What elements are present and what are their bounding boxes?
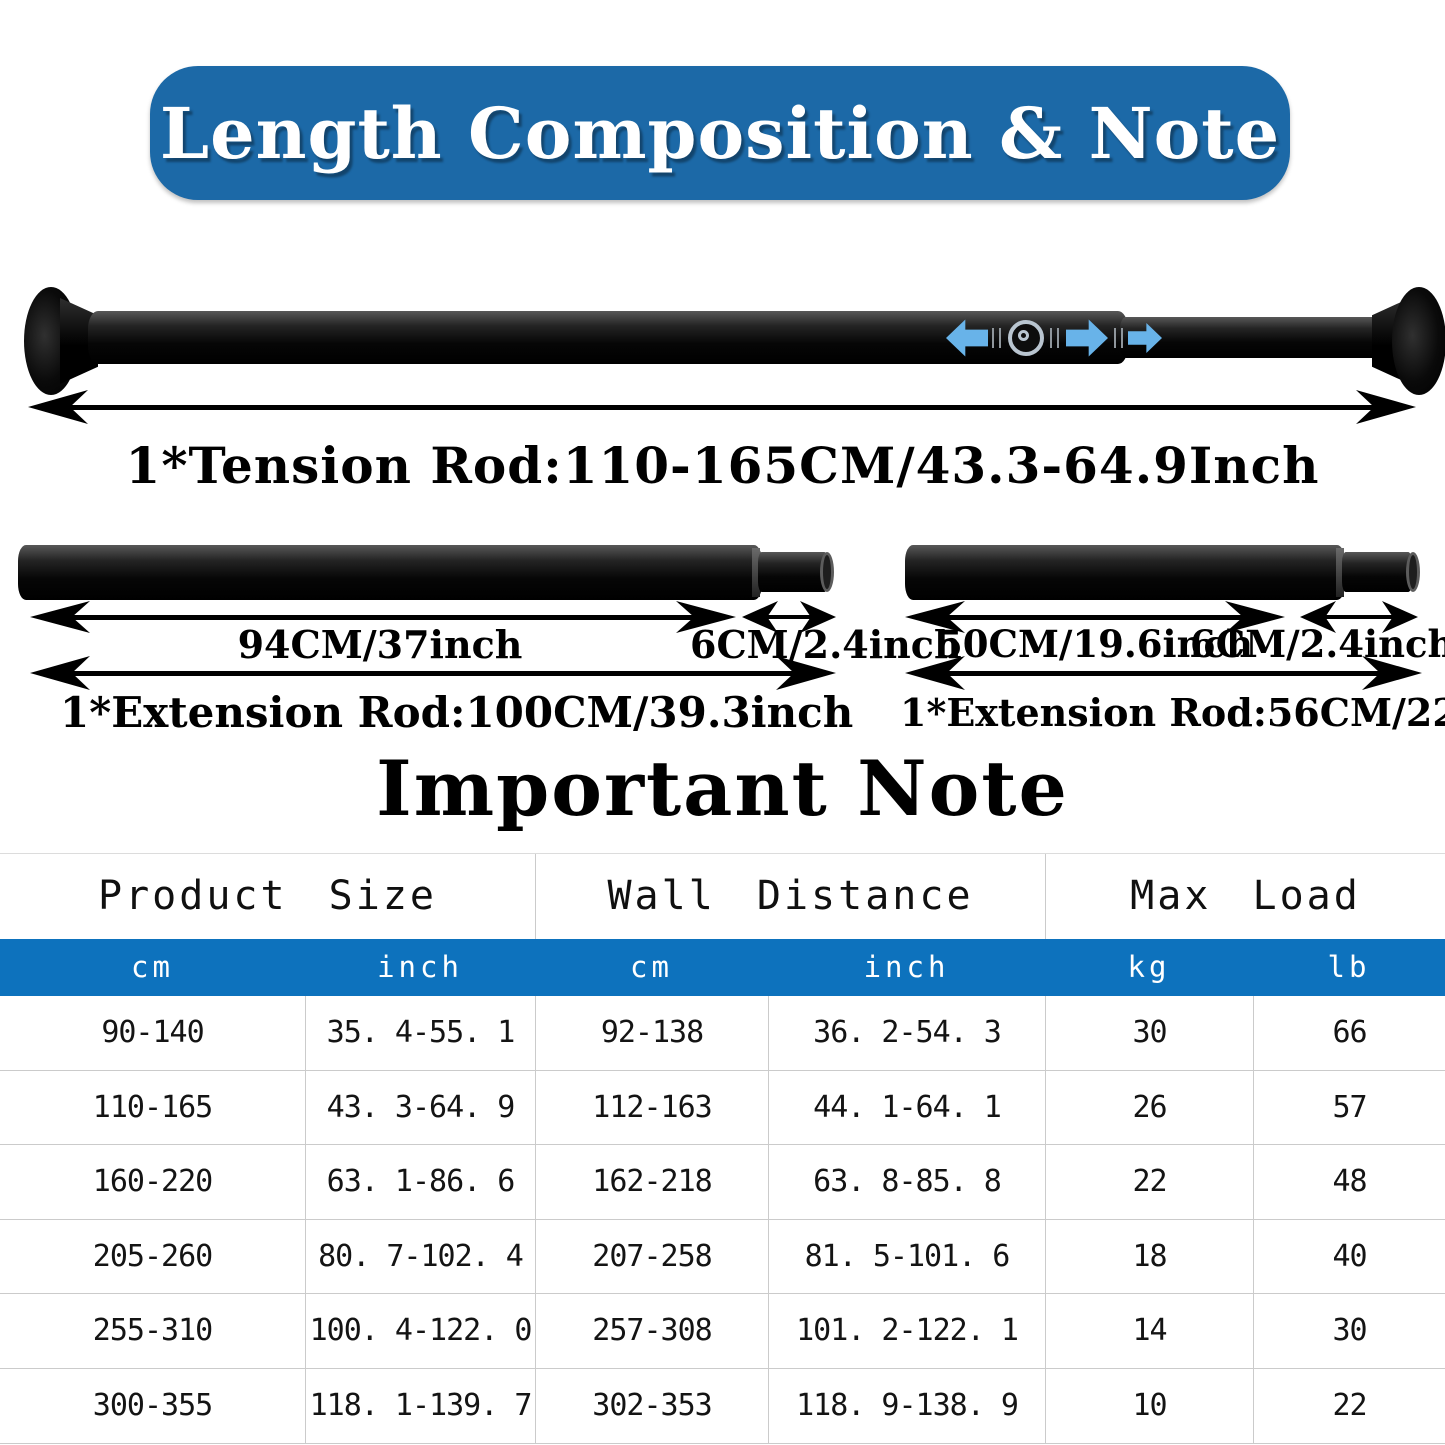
rod-step-ring (1336, 548, 1344, 597)
table-cell: 112-163 (535, 1070, 768, 1145)
table-cell: 205-260 (92, 1238, 213, 1274)
table-row: 255-310 100. 4-122. 0 257-308 101. 2-122… (0, 1294, 1445, 1369)
table-cell: 66 (1253, 996, 1445, 1070)
table-cell: 48 (1253, 1145, 1445, 1219)
table-cell: 44. 1-64. 1 (768, 1070, 1045, 1145)
arrow-line (1320, 615, 1398, 619)
right-rod-body-arrow (905, 601, 1285, 633)
table-cell: 18 (1045, 1219, 1253, 1294)
col-group-product-size: Product Size (98, 873, 437, 919)
adjuster-lock-icon (1008, 320, 1044, 356)
col-group-max-load: Max Load (1045, 854, 1445, 939)
table-cell: 80. 7-102. 4 (305, 1219, 535, 1294)
extension-rod-body (905, 545, 1345, 600)
table-cell: 118. 9-138. 9 (768, 1368, 1045, 1443)
table-cell: 257-308 (535, 1294, 768, 1368)
table-cell: 100. 4-122. 0 (305, 1294, 535, 1368)
table-row: 205-260 80. 7-102. 4 207-258 81. 5-101. … (0, 1219, 1445, 1295)
table-cell: 160-220 (92, 1164, 213, 1200)
arrow-line (62, 404, 1382, 410)
table-group-header-row: Product Size Wall Distance Max Load (0, 854, 1445, 939)
scale-ticks-icon (1050, 328, 1064, 348)
spec-table: Product Size Wall Distance Max Load cm i… (0, 853, 1445, 1444)
unit-header: inch (377, 950, 463, 984)
table-cell: 300-355 (92, 1387, 213, 1423)
extension-rod-tip (758, 552, 828, 592)
pipe-open-end (1406, 552, 1420, 592)
table-cell: 14 (1045, 1294, 1253, 1368)
scale-ticks-icon (1114, 328, 1126, 348)
banner-title: Length Composition & Note (159, 91, 1281, 175)
arrow-line (939, 670, 1388, 676)
table-cell: 57 (1253, 1070, 1445, 1145)
table-units-row: cm inch cm inch kg lb (0, 939, 1445, 996)
table-cell: 43. 3-64. 9 (305, 1070, 535, 1145)
table-row: 300-355 118. 1-139. 7 302-353 118. 9-138… (0, 1368, 1445, 1444)
table-cell: 22 (1045, 1145, 1253, 1219)
left-rod-total-arrow (30, 656, 836, 690)
table-cell: 302-353 (535, 1368, 768, 1443)
table-cell: 22 (1253, 1368, 1445, 1443)
table-cell: 81. 5-101. 6 (768, 1219, 1045, 1294)
table-cell: 36. 2-54. 3 (768, 996, 1045, 1070)
right-rod-total-arrow (905, 656, 1422, 690)
col-group-wall-distance: Wall Distance (535, 854, 1045, 939)
arrow-line (64, 670, 802, 676)
pipe-open-end (820, 552, 834, 592)
right-wall-mount-disc (1392, 287, 1445, 395)
unit-header: cm (630, 950, 673, 984)
right-rod-tip-arrow (1300, 601, 1418, 633)
arrow-line (762, 615, 816, 619)
unit-header: kg (1127, 950, 1171, 984)
right-rod-tip-length-label: 6CM/2.4inch (1190, 622, 1445, 666)
right-extension-rod-label: 1*Extension Rod:56CM/22inch (900, 690, 1445, 735)
left-rod-body-arrow (30, 601, 736, 633)
arrow-line (939, 614, 1251, 620)
left-extension-rod-label: 1*Extension Rod:100CM/39.3inch (60, 688, 854, 737)
table-cell: 162-218 (535, 1145, 768, 1219)
tension-rod-thin-section (1120, 317, 1388, 358)
table-cell: 101. 2-122. 1 (768, 1294, 1045, 1368)
table-cell: 110-165 (92, 1089, 213, 1125)
extension-rod-body (18, 545, 762, 600)
table-cell: 10 (1045, 1368, 1253, 1443)
unit-header: lb (1327, 950, 1371, 984)
table-cell: 35. 4-55. 1 (305, 996, 535, 1070)
tension-length-arrow (28, 390, 1416, 424)
arrow-line (64, 614, 702, 620)
tension-rod-label: 1*Tension Rod:110-165CM/43.3-64.9Inch (125, 436, 1320, 495)
table-cell: 40 (1253, 1219, 1445, 1294)
left-rod-tip-arrow (742, 601, 836, 633)
rod-step-ring (752, 548, 760, 597)
left-rod-tip-length-label: 6CM/2.4inch (690, 622, 962, 667)
table-cell: 30 (1253, 1294, 1445, 1368)
table-cell: 118. 1-139. 7 (305, 1368, 535, 1443)
table-cell: 92-138 (535, 996, 768, 1070)
scale-ticks-icon (992, 328, 1006, 348)
extension-rod-tip (1342, 552, 1412, 592)
unit-header: cm (131, 950, 174, 984)
right-rod-body-length-label: 50CM/19.6inch (937, 622, 1253, 666)
table-cell: 90-140 (101, 1015, 204, 1050)
table-row: 160-220 63. 1-86. 6 162-218 63. 8-85. 8 … (0, 1145, 1445, 1220)
left-rod-body-length-label: 94CM/37inch (237, 622, 523, 667)
title-banner: Length Composition & Note (150, 66, 1290, 200)
table-row: 90-140 35. 4-55. 1 92-138 36. 2-54. 3 30… (0, 996, 1445, 1071)
table-cell: 207-258 (535, 1219, 768, 1294)
unit-header: inch (863, 950, 950, 984)
table-cell: 63. 1-86. 6 (305, 1145, 535, 1219)
table-row: 110-165 43. 3-64. 9 112-163 44. 1-64. 1 … (0, 1070, 1445, 1146)
table-cell: 30 (1045, 996, 1253, 1070)
table-cell: 63. 8-85. 8 (768, 1145, 1045, 1219)
important-note-heading: Important Note (376, 744, 1069, 833)
table-cell: 26 (1045, 1070, 1253, 1145)
table-cell: 255-310 (92, 1313, 213, 1349)
